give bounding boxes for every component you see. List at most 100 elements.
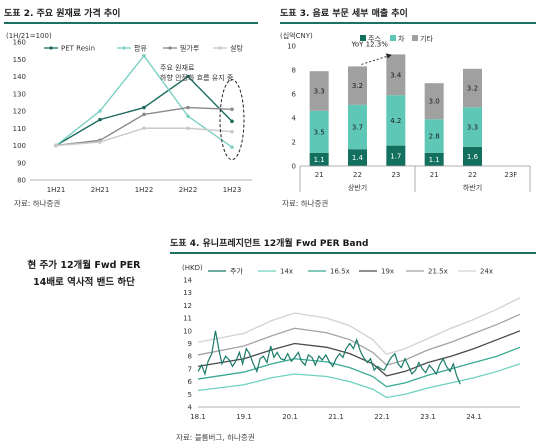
- chart4-ytick-label: 8: [188, 353, 192, 361]
- chart4-legend-label: 24x: [480, 268, 493, 276]
- chart3-legend-swatch: [412, 35, 418, 41]
- chart3-bar-label: 3.2: [467, 85, 478, 93]
- chart4-ytick-label: 12: [183, 302, 192, 310]
- chart4-source: 자료: 블룸버그, 하나증권: [176, 433, 255, 442]
- chart4-ytick-label: 9: [188, 340, 192, 348]
- chart4-xtick-label: 19.1: [236, 413, 252, 421]
- chart3-legend-label: 주스: [368, 35, 381, 43]
- chart3-group-label: 상반기: [348, 183, 367, 192]
- chart3-bar-label: 3.5: [314, 128, 325, 136]
- chart2-ytick-label: 120: [13, 108, 26, 116]
- chart2-series-line: [55, 127, 233, 147]
- chart3-bar-label: 3.2: [352, 82, 363, 90]
- chart4-band-line: [197, 330, 521, 377]
- chart2-svg: (1H/21=100) 80 90 100 110 120 130 140 150 160 1H21…: [6, 32, 252, 194]
- chart2-ytick-label: 160: [13, 39, 26, 47]
- callout-text: 현 주가 12개월 Fwd PER 14배로 역사적 밴드 하단: [0, 257, 168, 291]
- chart2-series-line: [55, 75, 233, 147]
- chart4-ytick-label: 5: [188, 391, 192, 399]
- chart2-xtick-label: 1H23: [223, 186, 242, 194]
- chart2-data-point: [230, 145, 234, 150]
- chart4-yunit: (HKD): [182, 264, 203, 272]
- chart3-bar-segment: [348, 104, 367, 150]
- chart2-data-point: [98, 117, 102, 122]
- chart3-bar-segment: [463, 107, 482, 147]
- chart2-legend-marker: [49, 46, 53, 50]
- chart3-ytick-label: 8: [292, 67, 296, 75]
- chart4-ytick-label: 13: [183, 289, 192, 297]
- chart3-bar-label: 3.0: [429, 98, 440, 106]
- chart3-bar-segment: [309, 152, 329, 166]
- chart3-bar-segment: [348, 149, 367, 166]
- chart3-ytick-label: 0: [292, 163, 296, 171]
- chart3-legend-swatch: [390, 35, 396, 41]
- chart2-data-point: [186, 105, 190, 110]
- chart3-bar-segment: [424, 152, 444, 166]
- chart3-xtick-label: 22: [353, 171, 362, 179]
- chart2-legend-label: 밀가루: [180, 44, 200, 53]
- chart4-ytick-label: 14: [183, 277, 192, 285]
- chart2-data-point: [186, 126, 190, 131]
- chart2-data-point: [142, 54, 146, 58]
- chart2-annotation-line2: 하향 안정화 흐름 유지 중: [160, 73, 234, 82]
- chart2-annotation-line1: 주요 원재료: [160, 63, 195, 72]
- chart3-bar-label: 1.4: [352, 154, 364, 162]
- chart4-ytick-label: 11: [183, 315, 192, 323]
- chart3-svg: (십억CNY) 0 2 4 6 8 10 주스 차 기타 1.1 3.5 3.3 21 1.4 3.7 3.2 2…: [280, 31, 531, 192]
- chart2-data-point: [142, 105, 146, 110]
- chart3-yunit: (십억CNY): [280, 31, 313, 40]
- chart4-ytick-label: 7: [188, 365, 192, 373]
- chart2-data-point: [186, 114, 190, 118]
- chart2-ytick-label: 150: [13, 56, 26, 64]
- chart3-group-label: 하반기: [463, 183, 482, 192]
- chart2-data-point: [230, 129, 234, 134]
- chart3-bar-label: 3.3: [467, 124, 478, 132]
- chart4-ytick-label: 10: [183, 327, 192, 335]
- chart3-source: 자료: 하나증권: [282, 199, 329, 208]
- chart3-legend-label: 차: [398, 34, 405, 43]
- chart2-ytick-label: 110: [13, 125, 26, 133]
- chart4-legend-label: 16.5x: [330, 268, 350, 276]
- chart3-bar-segment: [463, 68, 482, 108]
- chart2-xtick-label: 1H21: [47, 186, 66, 194]
- chart4-band-line: [197, 346, 521, 388]
- chart4-band-line: [197, 297, 521, 356]
- chart4-xtick-label: 22.1: [374, 413, 390, 421]
- chart3-xtick-label: 21: [430, 171, 439, 179]
- chart3-bar-segment: [424, 119, 444, 153]
- chart4-xtick-label: 24.1: [466, 413, 482, 421]
- chart4-title: 도표 4. 유니프레지던트 12개월 Fwd PER Band: [170, 239, 369, 249]
- chart4-xtick-label: 20.1: [282, 413, 298, 421]
- chart2-data-point: [142, 126, 146, 131]
- chart3-ytick-label: 4: [292, 115, 297, 123]
- chart4-title-rule: [170, 252, 536, 254]
- chart2-legend-label: 설탕: [230, 44, 243, 53]
- chart3-bar-segment: [386, 54, 406, 96]
- chart3-title: 도표 3. 음료 부문 세부 매출 추이: [280, 9, 408, 19]
- chart2-yunit: (1H/21=100): [6, 32, 52, 40]
- chart2-legend-marker: [168, 46, 172, 50]
- chart2-data-point: [230, 107, 234, 112]
- chart4-xtick-label: 21.1: [328, 413, 344, 421]
- chart3-yoy-label: YoY 12.3%: [351, 40, 389, 48]
- chart4-xtick-label: 18.1: [190, 413, 206, 421]
- chart3-bar-label: 2.8: [429, 133, 440, 141]
- chart4-legend-label: 14x: [280, 268, 293, 276]
- chart3-xtick-label: 22: [468, 171, 477, 179]
- chart3-bar-segment: [386, 95, 406, 146]
- chart4-ytick-label: 4: [188, 404, 193, 412]
- chart2-title-rule: [4, 22, 258, 24]
- chart2-data-point: [98, 140, 102, 144]
- chart4-price-line: [197, 330, 461, 385]
- chart2-legend-label: 팜유: [134, 44, 147, 53]
- chart3-bar-label: 3.3: [314, 88, 325, 96]
- chart3-yoy-arrowhead: [385, 53, 392, 59]
- chart3-bar-label: 3.7: [352, 124, 363, 132]
- chart2-ytick-label: 90: [17, 159, 26, 167]
- chart3-bar-segment: [463, 146, 482, 166]
- chart3-ytick-label: 6: [292, 91, 297, 99]
- chart2-xtick-label: 1H22: [135, 186, 154, 194]
- chart3-xtick-label: 23F: [504, 171, 517, 179]
- chart4-band-line: [197, 363, 521, 399]
- chart3-bar-segment: [424, 83, 444, 120]
